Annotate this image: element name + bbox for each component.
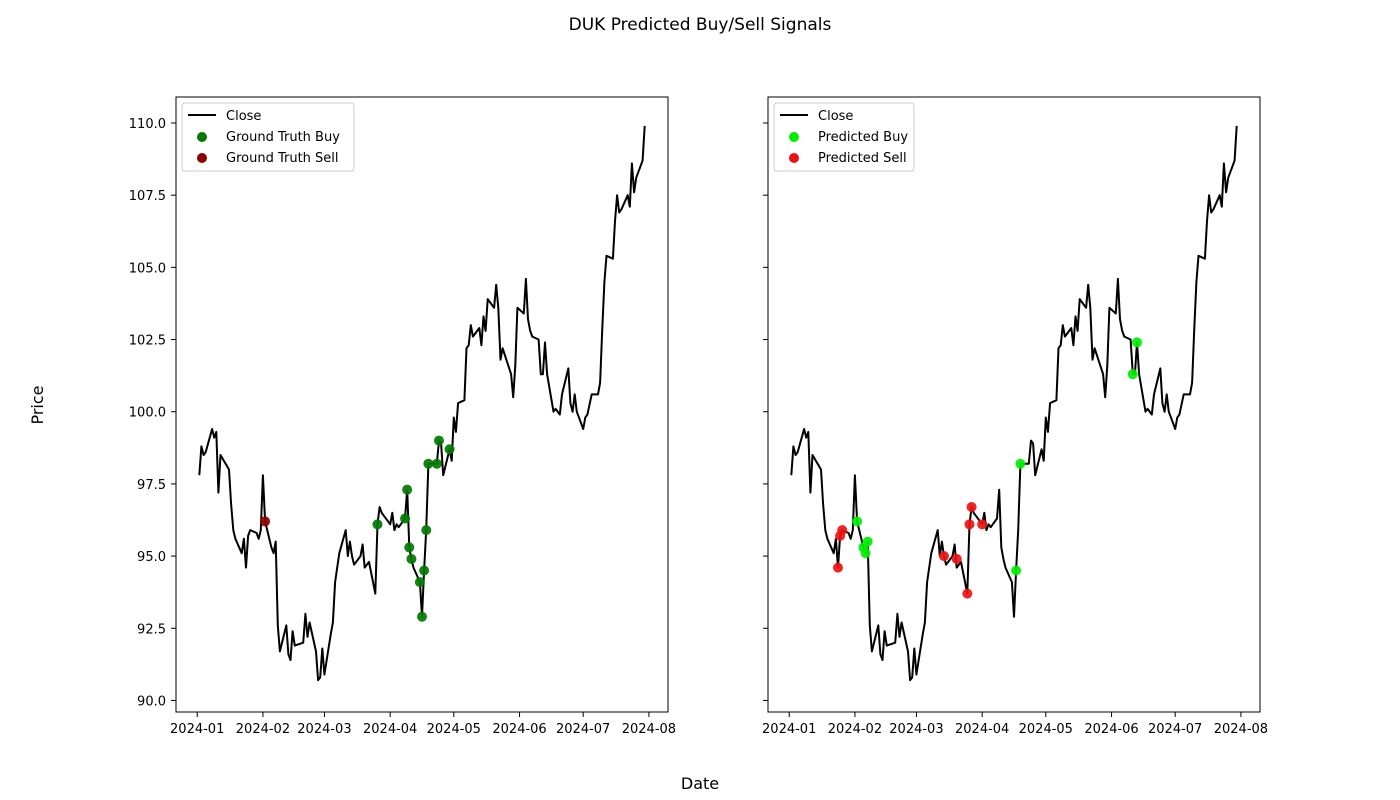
- right-predicted-sell-point: [962, 588, 973, 599]
- left-y-tick-label: 95.0: [137, 550, 166, 565]
- left-y-tick-label: 105.0: [129, 261, 166, 276]
- left-y-tick-label: 90.0: [137, 694, 166, 709]
- left-axes-frame: [175, 96, 669, 713]
- left-y-tick-label: 97.5: [137, 478, 166, 493]
- right-predicted-sell-point: [951, 553, 962, 564]
- right-predicted-buy-point: [1127, 369, 1138, 380]
- left-ground-truth-buy-point: [421, 525, 432, 536]
- right-predicted-buy-point: [1132, 337, 1142, 348]
- right-x-tick-label: 2024-03: [889, 722, 943, 737]
- right-x-tick-label: 2024-04: [955, 722, 1009, 737]
- left-y-tick-label: 102.5: [129, 334, 166, 349]
- left-close-line: [198, 125, 646, 682]
- left-ground-truth-buy-point: [433, 435, 444, 446]
- right-predicted-buy-point: [1011, 565, 1022, 576]
- left-ground-truth-buy-point: [417, 611, 427, 622]
- right-predicted-sell-point: [939, 551, 950, 562]
- right-legend-label: Predicted Sell: [818, 151, 907, 166]
- figure-title: DUK Predicted Buy/Sell Signals: [569, 15, 832, 35]
- left-x-tick-label: 2024-04: [363, 722, 417, 737]
- left-x-tick-label: 2024-06: [492, 722, 546, 737]
- right-legend-dot-swatch: [789, 132, 799, 142]
- figure-xlabel: Date: [681, 774, 719, 793]
- right-legend: [773, 102, 915, 172]
- left-ground-truth-buy-point: [402, 484, 413, 495]
- left-y-tick-label: 107.5: [129, 189, 166, 204]
- left-x-tick-label: 2024-05: [427, 722, 481, 737]
- right-predicted-sell-point: [964, 519, 975, 530]
- left-y-tick-label: 100.0: [129, 406, 166, 421]
- left-ground-truth-buy-point: [444, 444, 455, 455]
- left-legend-dot-swatch: [197, 132, 207, 142]
- right-x-tick-label: 2024-05: [1019, 722, 1073, 737]
- left-legend-label: Ground Truth Sell: [226, 151, 339, 166]
- right-predicted-buy-point: [1015, 458, 1026, 469]
- left-ground-truth-buy-point: [423, 458, 434, 469]
- right-axes-frame: [767, 96, 1261, 713]
- left-ground-truth-buy-point: [400, 513, 411, 524]
- left-ground-truth-buy-point: [406, 553, 417, 564]
- right-legend-label: Predicted Buy: [818, 130, 908, 145]
- right-x-tick-label: 2024-08: [1214, 722, 1268, 737]
- left-ground-truth-buy-point: [404, 542, 415, 553]
- left-x-tick-label: 2024-03: [297, 722, 351, 737]
- left-legend-dot-swatch: [197, 153, 207, 163]
- left-x-tick-label: 2024-02: [236, 722, 290, 737]
- left-y-tick-label: 110.0: [129, 117, 166, 132]
- right-predicted-buy-point: [860, 548, 871, 559]
- right-close-line: [790, 125, 1238, 682]
- right-legend-dot-swatch: [789, 153, 799, 163]
- left-y-tick-label: 92.5: [137, 622, 166, 637]
- left-legend-label: Ground Truth Buy: [226, 130, 340, 145]
- left-ground-truth-buy-point: [419, 565, 430, 576]
- right-legend-label: Close: [818, 109, 853, 124]
- left-legend-label: Close: [226, 109, 261, 124]
- left-x-tick-label: 2024-01: [170, 722, 224, 737]
- right-predicted-buy-point: [862, 536, 873, 547]
- left-x-tick-label: 2024-08: [622, 722, 676, 737]
- right-predicted-sell-point: [832, 562, 843, 573]
- right-predicted-sell-point: [977, 519, 988, 530]
- left-ground-truth-buy-point: [414, 577, 425, 588]
- right-predicted-sell-point: [837, 525, 848, 536]
- left-x-tick-label: 2024-07: [556, 722, 610, 737]
- right-x-tick-label: 2024-02: [828, 722, 882, 737]
- left-ground-truth-buy-point: [372, 519, 383, 530]
- left-legend: [181, 102, 355, 172]
- right-predicted-sell-point: [966, 502, 977, 512]
- left-ground-truth-buy-point: [431, 458, 442, 469]
- left-chart-panel: 2024-01 2024-02 2024-03 2024-04 2024-05 2024-…: [129, 96, 676, 737]
- right-x-tick-label: 2024-06: [1084, 722, 1138, 737]
- right-x-tick-label: 2024-01: [762, 722, 816, 737]
- right-chart-panel: 2024-01 2024-02 2024-03 2024-04 2024-05 2024-…: [762, 96, 1268, 737]
- left-ground-truth-sell-point: [260, 516, 271, 527]
- right-predicted-buy-point: [852, 516, 863, 527]
- right-x-tick-label: 2024-07: [1148, 722, 1202, 737]
- figure-ylabel: Price: [28, 385, 47, 424]
